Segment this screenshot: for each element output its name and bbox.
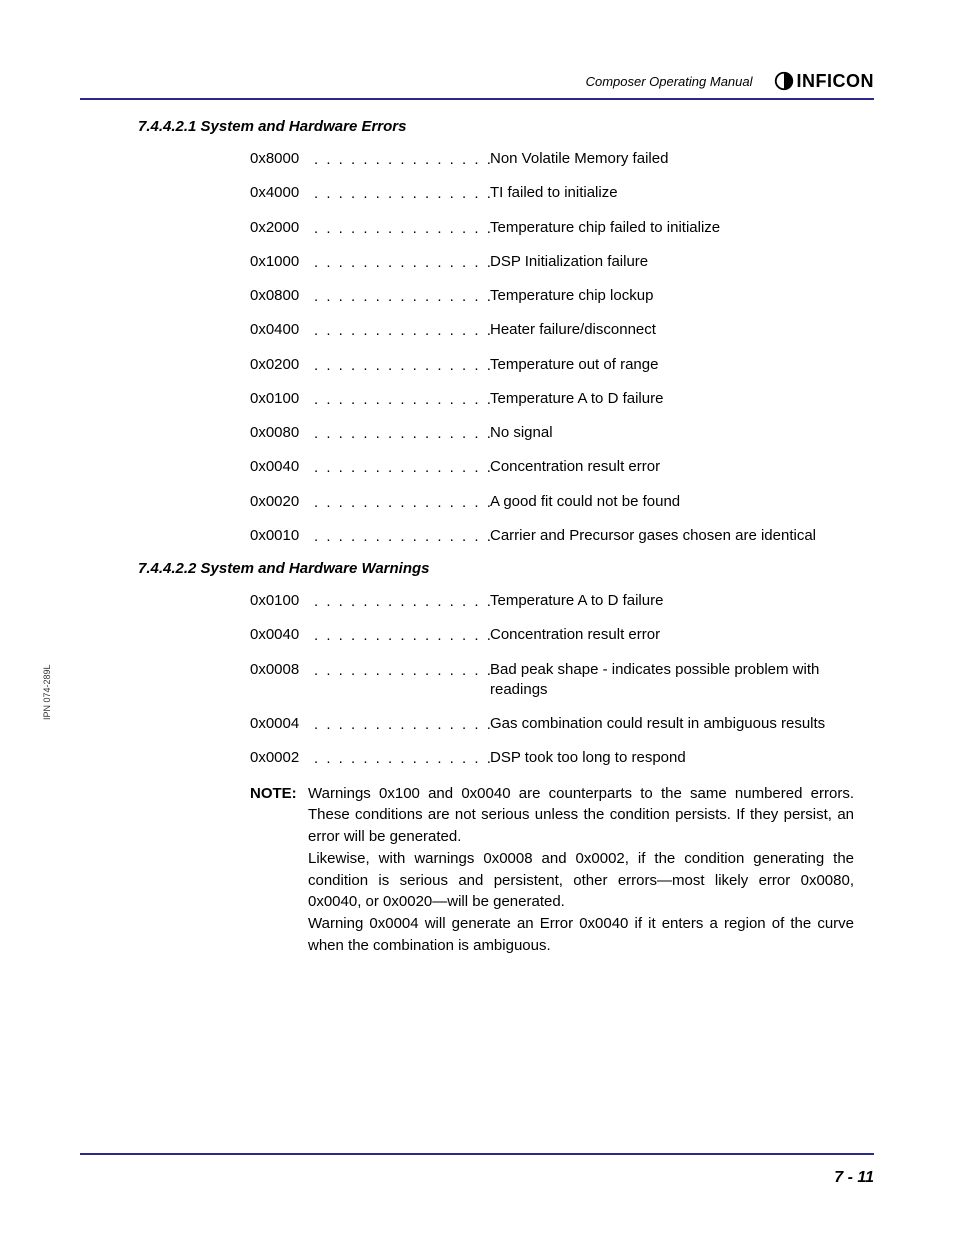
entry-code: 0x0010 [250,526,310,546]
entry-description: Temperature A to D failure [490,389,854,409]
entry-code: 0x0002 [250,748,310,768]
entry-description: Temperature A to D failure [490,591,854,611]
leader-dots: . . . . . . . . . . . . . . . . . . . . … [310,219,490,239]
entry-code: 0x0020 [250,492,310,512]
leader-dots: . . . . . . . . . . . . . . . . . . . . … [310,184,490,204]
entry-description: Carrier and Precursor gases chosen are i… [490,526,854,546]
logo-icon [773,70,795,92]
entry-description: Concentration result error [490,457,854,477]
entry-code: 0x2000 [250,218,310,238]
leader-dots: . . . . . . . . . . . . . . . . . . . . … [310,424,490,444]
entry-description: Temperature chip lockup [490,286,854,306]
brand-text: INFICON [797,71,875,92]
entry-code: 0x1000 [250,252,310,272]
entry-description: Heater failure/disconnect [490,320,854,340]
entry-code: 0x4000 [250,183,310,203]
entry-description: Concentration result error [490,625,854,645]
leader-dots: . . . . . . . . . . . . . . . . . . . . … [310,321,490,341]
error-entry: 0x0040. . . . . . . . . . . . . . . . . … [250,625,854,645]
entry-code: 0x0200 [250,355,310,375]
entry-code: 0x0080 [250,423,310,443]
entry-code: 0x0040 [250,625,310,645]
error-entry: 0x0100. . . . . . . . . . . . . . . . . … [250,389,854,409]
leader-dots: . . . . . . . . . . . . . . . . . . . . … [310,287,490,307]
error-entry: 0x0010. . . . . . . . . . . . . . . . . … [250,526,854,546]
entry-code: 0x0100 [250,389,310,409]
section-heading: 7.4.4.2.2 System and Hardware Warnings [80,560,874,577]
error-entry: 0x0020. . . . . . . . . . . . . . . . . … [250,492,854,512]
error-entry: 0x0100. . . . . . . . . . . . . . . . . … [250,591,854,611]
leader-dots: . . . . . . . . . . . . . . . . . . . . … [310,749,490,769]
page-header: Composer Operating Manual INFICON [80,70,874,100]
note-label: NOTE: [250,783,308,848]
error-entry: 0x0400. . . . . . . . . . . . . . . . . … [250,320,854,340]
entry-code: 0x0040 [250,457,310,477]
error-entry: 0x4000. . . . . . . . . . . . . . . . . … [250,183,854,203]
leader-dots: . . . . . . . . . . . . . . . . . . . . … [310,527,490,547]
note-block: NOTE: Warnings 0x100 and 0x0040 are coun… [80,783,874,957]
error-entry: 0x0800. . . . . . . . . . . . . . . . . … [250,286,854,306]
error-entry: 0x2000. . . . . . . . . . . . . . . . . … [250,218,854,238]
entry-description: Non Volatile Memory failed [490,149,854,169]
entry-code: 0x8000 [250,149,310,169]
entry-description: Temperature chip failed to initialize [490,218,854,238]
leader-dots: . . . . . . . . . . . . . . . . . . . . … [310,592,490,612]
leader-dots: . . . . . . . . . . . . . . . . . . . . … [310,253,490,273]
entry-description: A good fit could not be found [490,492,854,512]
entry-code: 0x0100 [250,591,310,611]
leader-dots: . . . . . . . . . . . . . . . . . . . . … [310,493,490,513]
error-entry: 0x0200. . . . . . . . . . . . . . . . . … [250,355,854,375]
error-entry: 0x0080. . . . . . . . . . . . . . . . . … [250,423,854,443]
entry-description: DSP Initialization failure [490,252,854,272]
footer-rule [80,1153,874,1155]
error-entry: 0x0008. . . . . . . . . . . . . . . . . … [250,660,854,701]
entry-description: DSP took too long to respond [490,748,854,768]
error-entry: 0x0004. . . . . . . . . . . . . . . . . … [250,714,854,734]
entry-code: 0x0400 [250,320,310,340]
entry-description: Gas combination could result in ambiguou… [490,714,854,734]
page-number: 7 - 11 [834,1169,874,1187]
entry-code: 0x0004 [250,714,310,734]
ipn-label: IPN 074-289L [42,664,52,720]
entry-description: No signal [490,423,854,443]
leader-dots: . . . . . . . . . . . . . . . . . . . . … [310,661,490,681]
entry-description: Temperature out of range [490,355,854,375]
brand-logo: INFICON [773,70,875,92]
entry-list: 0x8000. . . . . . . . . . . . . . . . . … [80,149,874,546]
entry-description: Bad peak shape - indicates possible prob… [490,660,854,701]
leader-dots: . . . . . . . . . . . . . . . . . . . . … [310,626,490,646]
leader-dots: . . . . . . . . . . . . . . . . . . . . … [310,390,490,410]
manual-title: Composer Operating Manual [586,74,753,89]
note-line-2: Warning 0x0004 will generate an Error 0x… [250,913,854,957]
note-first-line: NOTE: Warnings 0x100 and 0x0040 are coun… [250,783,854,848]
entry-code: 0x0008 [250,660,310,680]
error-entry: 0x0002. . . . . . . . . . . . . . . . . … [250,748,854,768]
error-entry: 0x8000. . . . . . . . . . . . . . . . . … [250,149,854,169]
entry-list: 0x0100. . . . . . . . . . . . . . . . . … [80,591,874,769]
note-line-0: Warnings 0x100 and 0x0040 are counterpar… [308,783,854,848]
entry-description: TI failed to initialize [490,183,854,203]
leader-dots: . . . . . . . . . . . . . . . . . . . . … [310,458,490,478]
error-entry: 0x0040. . . . . . . . . . . . . . . . . … [250,457,854,477]
leader-dots: . . . . . . . . . . . . . . . . . . . . … [310,715,490,735]
error-entry: 0x1000. . . . . . . . . . . . . . . . . … [250,252,854,272]
leader-dots: . . . . . . . . . . . . . . . . . . . . … [310,150,490,170]
content-area: 7.4.4.2.1 System and Hardware Errors 0x80… [80,118,874,769]
page: Composer Operating Manual INFICON 7.4.4.… [0,0,954,1235]
leader-dots: . . . . . . . . . . . . . . . . . . . . … [310,356,490,376]
note-line-1: Likewise, with warnings 0x0008 and 0x000… [250,848,854,913]
section-heading: 7.4.4.2.1 System and Hardware Errors [80,118,874,135]
entry-code: 0x0800 [250,286,310,306]
